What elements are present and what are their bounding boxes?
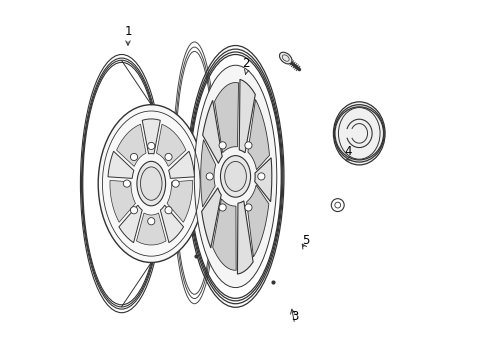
Circle shape xyxy=(244,204,251,211)
Polygon shape xyxy=(136,213,166,245)
Polygon shape xyxy=(110,180,135,222)
Text: 2: 2 xyxy=(242,57,249,70)
Ellipse shape xyxy=(220,156,250,197)
Polygon shape xyxy=(239,79,255,153)
Polygon shape xyxy=(237,201,253,274)
Circle shape xyxy=(219,142,226,149)
Polygon shape xyxy=(200,140,215,207)
Circle shape xyxy=(164,153,172,161)
Circle shape xyxy=(147,142,155,149)
Polygon shape xyxy=(119,205,142,243)
Circle shape xyxy=(164,207,172,214)
Polygon shape xyxy=(214,82,238,153)
Circle shape xyxy=(257,173,264,180)
Circle shape xyxy=(130,153,137,161)
Text: 3: 3 xyxy=(290,310,298,323)
Ellipse shape xyxy=(224,161,246,192)
Ellipse shape xyxy=(140,167,162,200)
Circle shape xyxy=(219,204,226,211)
Circle shape xyxy=(147,218,155,225)
Polygon shape xyxy=(108,151,134,178)
Polygon shape xyxy=(254,158,271,202)
Polygon shape xyxy=(212,199,236,270)
Circle shape xyxy=(206,173,213,180)
Ellipse shape xyxy=(333,102,384,165)
Circle shape xyxy=(130,207,137,214)
Ellipse shape xyxy=(98,105,204,262)
Text: 1: 1 xyxy=(124,25,131,38)
Circle shape xyxy=(330,199,344,212)
Polygon shape xyxy=(246,185,268,257)
Ellipse shape xyxy=(279,52,291,64)
Circle shape xyxy=(172,180,179,187)
Polygon shape xyxy=(247,99,269,170)
Polygon shape xyxy=(168,151,194,178)
Polygon shape xyxy=(160,205,183,243)
Text: 4: 4 xyxy=(344,145,351,158)
Polygon shape xyxy=(167,180,192,222)
Circle shape xyxy=(123,180,130,187)
Polygon shape xyxy=(116,124,146,166)
Polygon shape xyxy=(202,100,222,163)
Polygon shape xyxy=(156,124,185,166)
Text: 5: 5 xyxy=(301,234,308,247)
Circle shape xyxy=(244,142,251,149)
Ellipse shape xyxy=(137,161,165,206)
Ellipse shape xyxy=(194,65,276,288)
Polygon shape xyxy=(142,119,160,154)
Polygon shape xyxy=(201,188,221,248)
